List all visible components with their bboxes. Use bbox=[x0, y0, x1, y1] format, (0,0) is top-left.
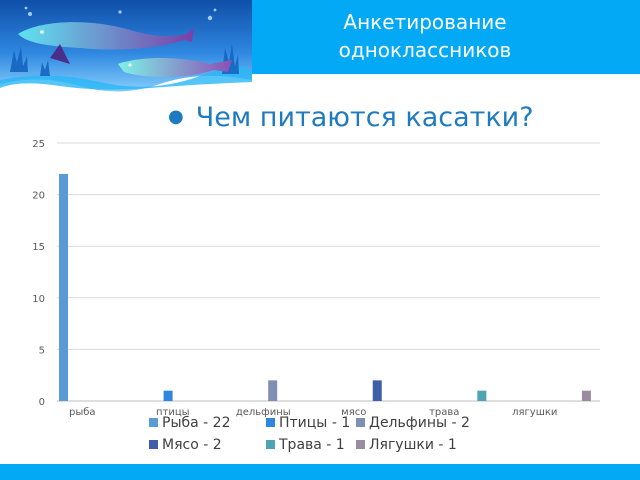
legend-label: Трава - 1 bbox=[278, 437, 345, 453]
legend-label: Мясо - 2 bbox=[162, 437, 222, 453]
legend-label: Птицы - 1 bbox=[279, 415, 350, 431]
y-tick-label: 10 bbox=[32, 294, 45, 305]
y-tick-label: 5 bbox=[39, 345, 45, 356]
y-tick-label: 25 bbox=[32, 139, 45, 150]
legend-swatch bbox=[356, 440, 365, 449]
legend-swatch bbox=[266, 440, 275, 449]
bullet-dot-icon: ● bbox=[168, 106, 184, 127]
y-tick-label: 15 bbox=[32, 242, 45, 253]
legend-swatch bbox=[356, 418, 365, 427]
bullet-text: Чем питаются касатки? bbox=[195, 102, 534, 133]
bar bbox=[581, 390, 591, 401]
bar bbox=[477, 390, 487, 401]
x-tick-label: рыба bbox=[69, 407, 96, 418]
x-tick-label: лягушки bbox=[512, 407, 557, 418]
y-tick-label: 0 bbox=[39, 397, 45, 408]
legend-label: Дельфины - 2 bbox=[369, 415, 470, 431]
legend-swatch bbox=[149, 418, 158, 427]
bar bbox=[59, 173, 68, 401]
bar bbox=[163, 390, 173, 401]
bullet-point: ● Чем питаются касатки? bbox=[168, 102, 534, 133]
slide-title: Анкетирование одноклассников bbox=[300, 8, 550, 64]
legend-swatch bbox=[266, 418, 275, 427]
x-tick-label: мясо bbox=[341, 407, 366, 418]
x-tick-label: птицы bbox=[156, 407, 190, 418]
legend-label: Рыба - 22 bbox=[162, 415, 230, 431]
slide-title-line-1: Анкетирование bbox=[343, 10, 507, 34]
x-tick-label: трава bbox=[429, 407, 459, 418]
bar bbox=[372, 380, 382, 401]
bottom-band bbox=[0, 464, 640, 480]
x-tick-label: дельфины bbox=[236, 407, 291, 418]
whales-banner-image bbox=[0, 0, 252, 96]
legend-label: Лягушки - 1 bbox=[369, 437, 457, 453]
legend-swatch bbox=[149, 440, 158, 449]
bar-chart: 0 5 10 15 20 25 рыба птицы дельфины мясо трава лягу… bbox=[0, 130, 640, 460]
bar-chart-svg: 0 5 10 15 20 25 рыба птицы дельфины мясо трава лягу… bbox=[32, 139, 600, 453]
slide-title-line-2: одноклассников bbox=[338, 38, 512, 62]
y-tick-label: 20 bbox=[32, 191, 45, 202]
bar bbox=[268, 380, 278, 401]
